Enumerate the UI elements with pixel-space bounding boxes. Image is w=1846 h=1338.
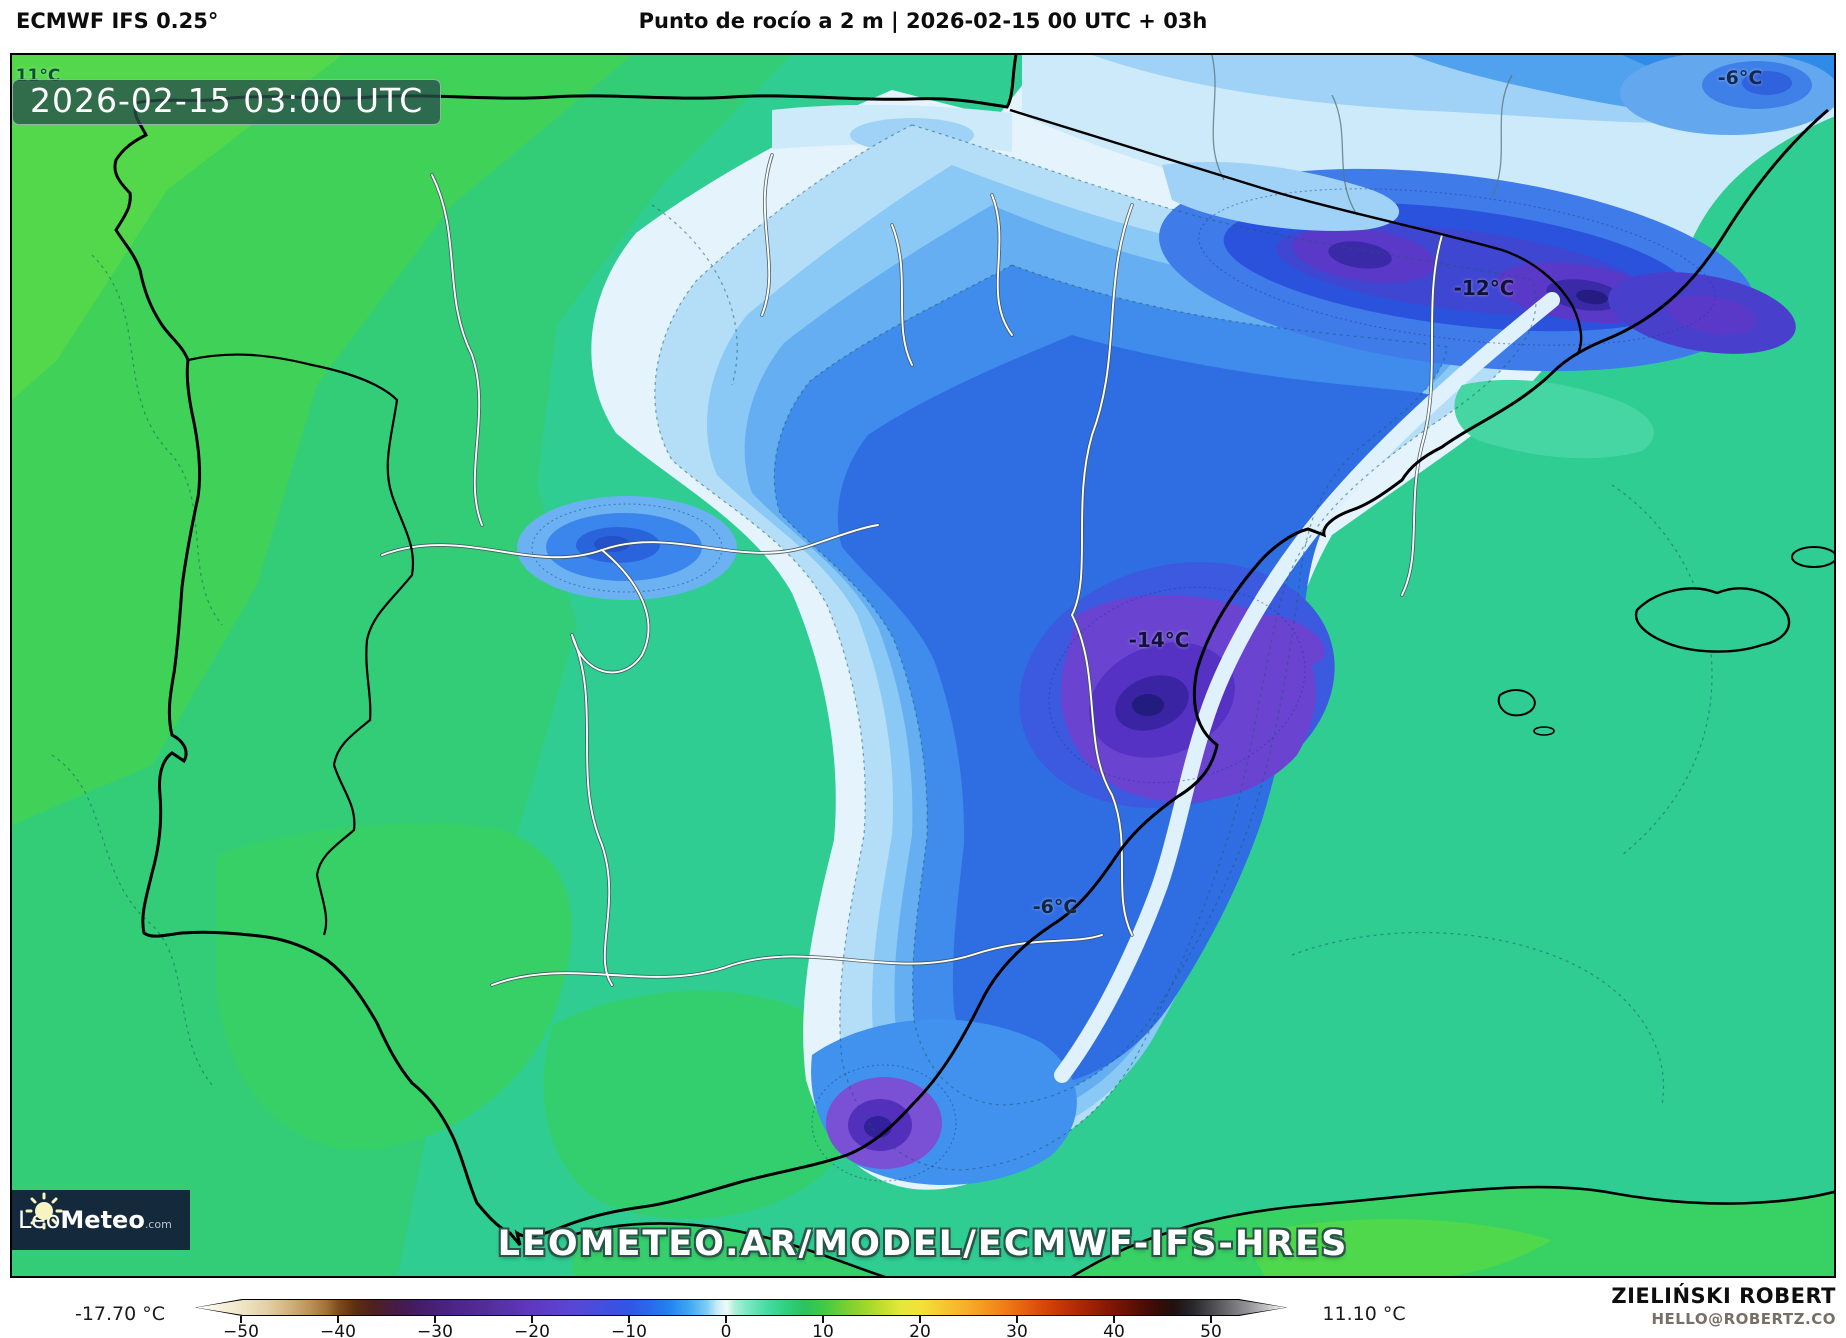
colorbar-tick-mark: [240, 1316, 242, 1323]
colorbar-tick-label: −20: [514, 1322, 550, 1338]
sun-icon: [25, 1192, 63, 1230]
colorbar-tick-label: 40: [1103, 1322, 1125, 1338]
colorbar-tick-mark: [337, 1316, 339, 1323]
temp-label: -14°C: [1128, 628, 1190, 652]
temp-label: -6°C: [1717, 67, 1763, 89]
site-watermark: LEOMETEO.AR/MODEL/ECMWF-IFS-HRES: [497, 1224, 1349, 1264]
leometeo-logo: LeoMeteo.com: [12, 1190, 190, 1250]
colorbar-tick-mark: [1210, 1316, 1212, 1323]
credits: ZIELIŃSKI ROBERT HELLO@ROBERTZ.CO: [1611, 1284, 1836, 1328]
colorbar-max-label: 11.10 °C: [1322, 1303, 1406, 1325]
logo-wordmark: LeoMeteo.com: [18, 1206, 172, 1234]
page-title: Punto de rocío a 2 m | 2026-02-15 00 UTC…: [638, 9, 1208, 33]
colorbar-tick-label: 20: [909, 1322, 931, 1338]
colorbar: [195, 1299, 1287, 1316]
colorbar-tick-label: 10: [812, 1322, 834, 1338]
colorbar-tick-mark: [1016, 1316, 1018, 1323]
colorbar-tick-label: 50: [1200, 1322, 1222, 1338]
timestamp-badge: 2026-02-15 03:00 UTC: [12, 79, 442, 125]
colorbar-tick-label: 30: [1006, 1322, 1028, 1338]
author-email: HELLO@ROBERTZ.CO: [1651, 1310, 1836, 1329]
colorbar-tick-label: 0: [720, 1322, 732, 1338]
author-name: ZIELIŃSKI ROBERT: [1611, 1284, 1836, 1308]
colorbar-tick-mark: [531, 1316, 533, 1323]
colorbar-tick-mark: [725, 1316, 727, 1323]
model-name: ECMWF IFS 0.25°: [16, 9, 219, 33]
colorbar-tick-label: −50: [223, 1322, 259, 1338]
logo-meteo: Meteo: [60, 1206, 145, 1234]
colorbar-gradient: [196, 1300, 1286, 1315]
logo-tld: .com: [144, 1218, 172, 1231]
colorbar-tick-mark: [434, 1316, 436, 1323]
colorbar-tick-mark: [919, 1316, 921, 1323]
contour-map-art: [12, 55, 1834, 1276]
colorbar-tick-mark: [822, 1316, 824, 1323]
temp-label: -12°C: [1453, 276, 1515, 300]
colorbar-ticks: −50 −40 −30 −20 −10 0 10 20 30 40 50: [195, 1316, 1287, 1338]
colorbar-tick-label: −40: [320, 1322, 356, 1338]
colorbar-tick-mark: [1113, 1316, 1115, 1323]
colorbar-min-label: -17.70 °C: [74, 1303, 166, 1325]
forecast-map: 2026-02-15 03:00 UTC 11°C -6°C -12°C -14°C -…: [10, 53, 1836, 1278]
colorbar-tick-label: −30: [417, 1322, 453, 1338]
colorbar-tick-label: −10: [611, 1322, 647, 1338]
temp-label: -6°C: [1032, 896, 1078, 918]
colorbar-tick-mark: [628, 1316, 630, 1323]
